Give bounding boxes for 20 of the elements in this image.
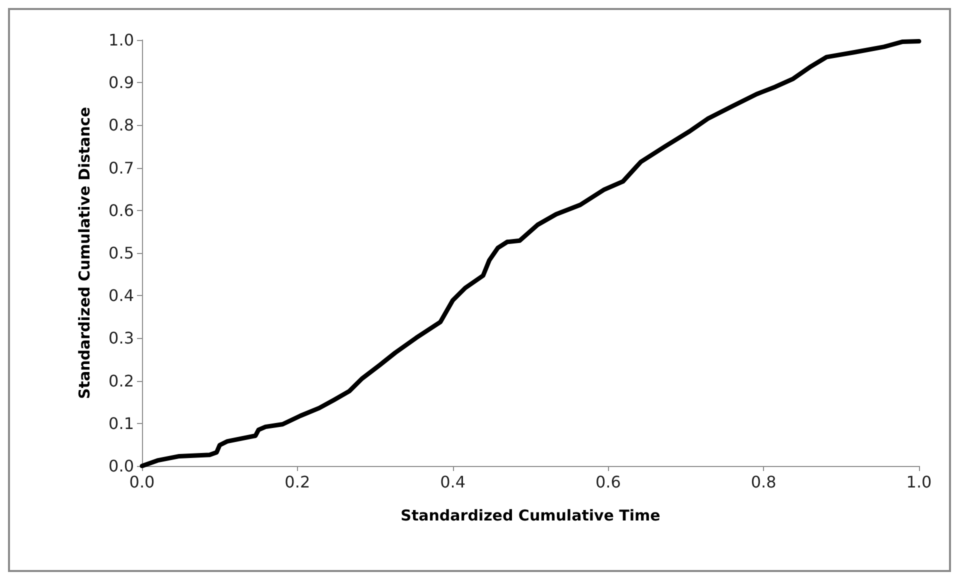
y-tick-label: 0.7 bbox=[108, 158, 134, 178]
x-axis-title: Standardized Cumulative Time bbox=[400, 506, 660, 524]
y-tick-label: 0.6 bbox=[108, 200, 134, 220]
y-tick-label: 0.2 bbox=[108, 371, 134, 390]
y-tick-label: 1.0 bbox=[108, 30, 134, 50]
x-tick-label: 0.0 bbox=[129, 472, 155, 492]
y-tick-label: 0.5 bbox=[108, 244, 134, 262]
y-tick-label: 0.3 bbox=[108, 328, 134, 348]
x-tick-label: 0.8 bbox=[750, 472, 776, 492]
x-tick-label: 1.0 bbox=[906, 472, 932, 492]
y-tick-label: 0.1 bbox=[108, 414, 134, 433]
x-tick-label: 0.2 bbox=[284, 472, 310, 492]
y-tick-label: 0.4 bbox=[108, 286, 134, 306]
y-axis-title: Standardized Cumulative Distance bbox=[76, 106, 94, 400]
x-tick-label: 0.6 bbox=[595, 472, 621, 492]
x-tick-label: 0.4 bbox=[440, 472, 466, 492]
y-tick-label: 0.0 bbox=[108, 456, 134, 476]
line-series bbox=[140, 39, 922, 468]
y-tick-label: 0.8 bbox=[108, 116, 134, 135]
y-tick-label: 0.9 bbox=[108, 73, 134, 92]
